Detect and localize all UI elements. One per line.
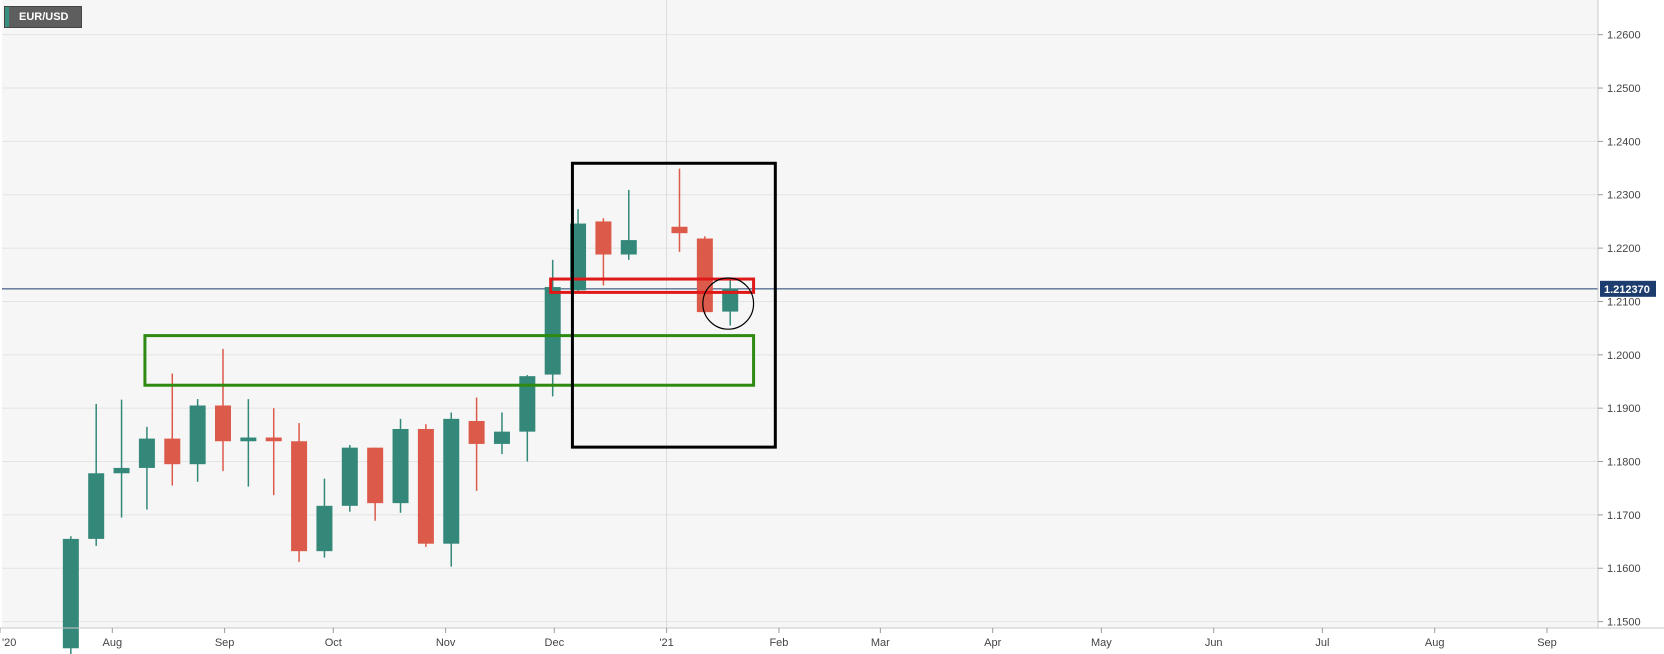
plot-area (2, 0, 1598, 628)
x-tick-label: '20 (2, 637, 16, 649)
y-tick-label: 1.2300 (1607, 190, 1641, 202)
x-tick-label: Dec (545, 637, 565, 649)
current-price-tag-background (1600, 280, 1656, 297)
x-tick-label: Jul (1315, 637, 1329, 649)
price-axis[interactable]: 1.1500 1.1600 1.1700 1.1800 1.1900 1.2000 1.21… (1598, 30, 1641, 629)
candle-body (189, 405, 206, 465)
candle-body (544, 287, 561, 375)
candle-body (316, 505, 333, 552)
x-tick-label: Apr (984, 637, 1001, 649)
candle-body (696, 238, 713, 313)
y-tick-label: 1.2200 (1607, 243, 1641, 255)
candle-body (468, 420, 485, 444)
grid-lines (2, 0, 1598, 628)
symbol-badge[interactable]: EUR/USD (4, 6, 82, 28)
candle-body (113, 467, 130, 474)
y-tick-label: 1.1900 (1607, 403, 1641, 415)
candle-body (88, 473, 105, 539)
y-tick-label: 1.1800 (1607, 457, 1641, 469)
candle-body (671, 226, 688, 234)
annotation-layer (143, 161, 777, 449)
y-tick-label: 1.2500 (1607, 83, 1641, 95)
current-price-label: 1.212370 (1604, 284, 1650, 296)
x-tick-label: Aug (1425, 637, 1445, 649)
x-tick-label: Jun (1205, 637, 1223, 649)
candle-body (443, 418, 460, 544)
candle-body (265, 437, 282, 442)
y-tick-label: 1.2100 (1607, 296, 1641, 308)
x-tick-label: Mar (871, 637, 890, 649)
x-tick-label: Oct (325, 637, 342, 649)
y-tick-label: 1.2000 (1607, 350, 1641, 362)
x-tick-label: May (1091, 637, 1112, 649)
candle-body (341, 447, 358, 506)
candle-body (519, 376, 536, 432)
red-highlight-box (549, 277, 756, 294)
candle-body (493, 431, 510, 444)
time-axis[interactable]: '20 Aug Sep Oct Nov Dec '21 Feb Mar Apr May Jun Jul A… (0, 628, 1557, 649)
x-tick-label: Nov (436, 637, 456, 649)
y-tick-label: 1.2600 (1607, 30, 1641, 42)
candles-layer (62, 168, 739, 654)
x-tick-label: Feb (769, 637, 788, 649)
candle-body (138, 438, 155, 468)
candle-body (367, 447, 384, 504)
current-price-tag: 1.212370 (1600, 280, 1656, 297)
x-tick-label: Aug (103, 637, 123, 649)
candle-body (291, 441, 308, 552)
candle-body (595, 221, 612, 255)
y-tick-label: 1.2400 (1607, 136, 1641, 148)
y-tick-label: 1.1700 (1607, 510, 1641, 522)
y-tick-label: 1.1600 (1607, 563, 1641, 575)
circle-highlight (702, 277, 755, 330)
x-tick-label: Sep (215, 637, 235, 649)
black-highlight-box (570, 161, 777, 449)
symbol-label: EUR/USD (19, 11, 69, 23)
candle-body (570, 223, 587, 291)
x-tick-label: Sep (1537, 637, 1557, 649)
candle-body (240, 437, 257, 442)
candle-body (722, 288, 739, 312)
candle-body (164, 438, 181, 465)
candle-body (620, 240, 637, 255)
candle-body (62, 538, 79, 649)
y-tick-label: 1.1500 (1607, 617, 1641, 629)
x-tick-label: '21 (659, 637, 673, 649)
green-highlight-box (143, 334, 756, 387)
candle-body (215, 405, 231, 442)
candle-body (392, 428, 409, 504)
symbol-accent (5, 7, 9, 27)
candle-body (417, 428, 434, 544)
